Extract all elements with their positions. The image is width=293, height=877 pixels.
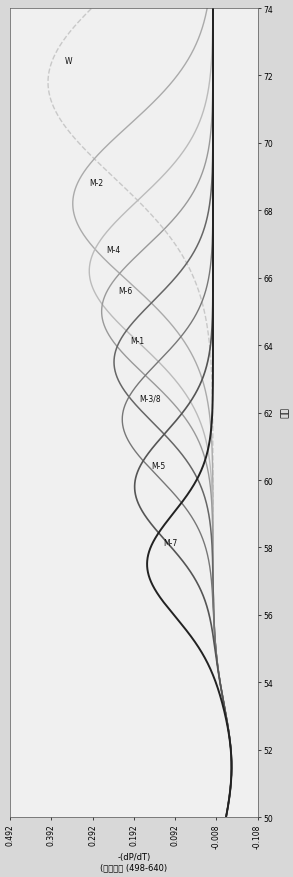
Text: M-4: M-4 [106, 246, 120, 255]
Text: M-7: M-7 [163, 538, 178, 548]
Text: M-6: M-6 [118, 286, 132, 296]
Text: M-2: M-2 [89, 179, 103, 188]
Text: W: W [64, 57, 72, 67]
X-axis label: -(dP/dT)
(荆光频率 (498-640): -(dP/dT) (荆光频率 (498-640) [100, 852, 167, 872]
Text: M-1: M-1 [130, 337, 145, 346]
Text: M-5: M-5 [151, 461, 165, 470]
Y-axis label: 温度: 温度 [278, 408, 287, 418]
Text: M-3/8: M-3/8 [139, 394, 160, 403]
